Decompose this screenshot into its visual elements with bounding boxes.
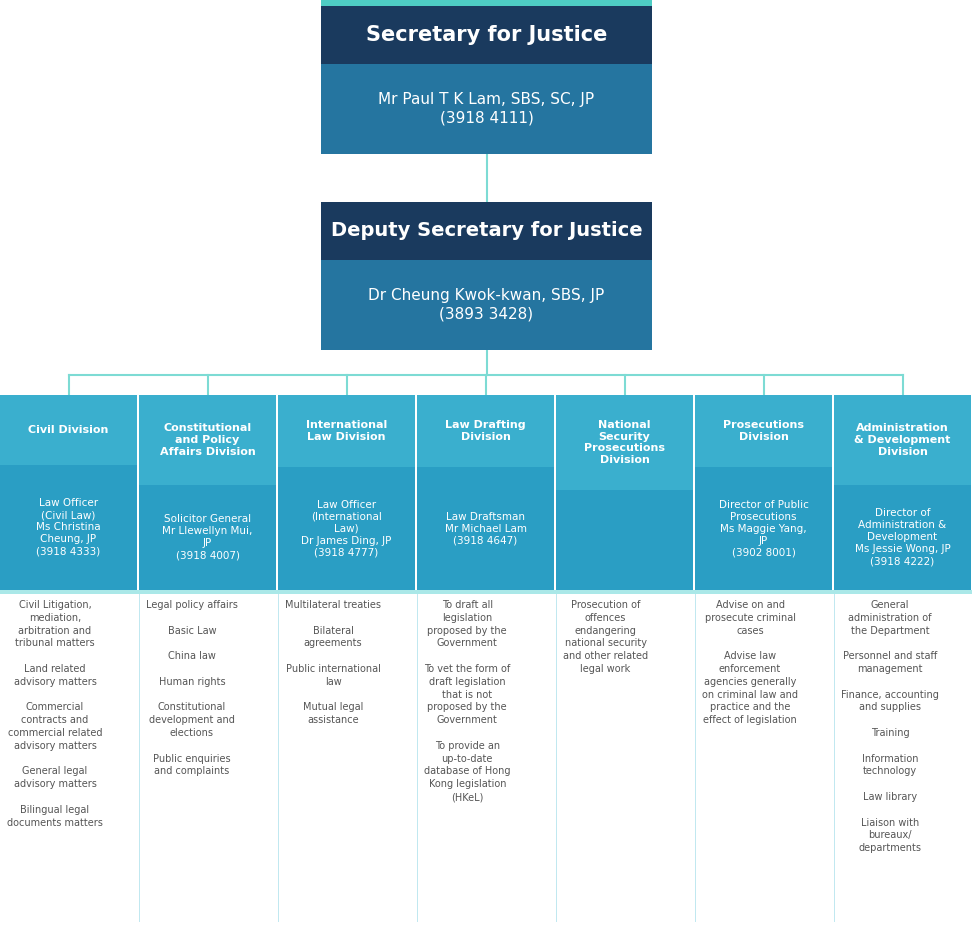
Bar [321, 260, 652, 350]
Bar [695, 395, 832, 467]
Bar [278, 467, 415, 590]
Bar [139, 395, 276, 485]
Text: Director of Public
Prosecutions
Ms Maggie Yang,
JP
(3902 8001): Director of Public Prosecutions Ms Maggi… [718, 499, 809, 557]
Text: Multilateral treaties

Bilateral
agreements

Public international
law

Mutual le: Multilateral treaties Bilateral agreemen… [285, 600, 381, 725]
Text: Administration
& Development
Division: Administration & Development Division [854, 423, 951, 457]
Text: Deputy Secretary for Justice: Deputy Secretary for Justice [330, 221, 642, 241]
Text: National
Security
Prosecutions
Division: National Security Prosecutions Division [584, 420, 665, 465]
Bar [556, 395, 693, 490]
Text: International
Law Division: International Law Division [306, 420, 387, 442]
Bar [556, 490, 693, 590]
Text: Solicitor General
Mr Llewellyn Mui,
JP
(3918 4007): Solicitor General Mr Llewellyn Mui, JP (… [162, 515, 253, 560]
Text: To draft all
legislation
proposed by the
Government

To vet the form of
draft le: To draft all legislation proposed by the… [424, 600, 510, 802]
Text: Legal policy affairs

Basic Law

China law

Human rights

Constitutional
develop: Legal policy affairs Basic Law China law… [146, 600, 238, 776]
Bar [321, 6, 652, 64]
Text: Prosecution of
offences
endangering
national security
and other related
legal wo: Prosecution of offences endangering nati… [563, 600, 648, 674]
Bar [834, 485, 971, 590]
Text: Law Drafting
Division: Law Drafting Division [445, 420, 526, 442]
Text: Director of
Administration &
Development
Ms Jessie Wong, JP
(3918 4222): Director of Administration & Development… [854, 508, 951, 567]
Bar [695, 467, 832, 590]
Text: Constitutional
and Policy
Affairs Division: Constitutional and Policy Affairs Divisi… [159, 423, 256, 457]
Bar [0, 465, 137, 590]
Text: Secretary for Justice: Secretary for Justice [365, 25, 608, 45]
Text: Law Officer
(International
Law)
Dr James Ding, JP
(3918 4777): Law Officer (International Law) Dr James… [301, 499, 392, 557]
Text: Law Draftsman
Mr Michael Lam
(3918 4647): Law Draftsman Mr Michael Lam (3918 4647) [444, 511, 527, 545]
Bar [321, 0, 652, 6]
Text: Advise on and
prosecute criminal
cases

Advise law
enforcement
agencies generall: Advise on and prosecute criminal cases A… [702, 600, 798, 725]
Text: Civil Litigation,
mediation,
arbitration and
tribunal matters

Land related
advi: Civil Litigation, mediation, arbitration… [7, 600, 103, 828]
Bar [834, 395, 971, 485]
Text: Prosecutions
Division: Prosecutions Division [723, 420, 804, 442]
Bar [321, 202, 652, 260]
Bar [417, 395, 554, 467]
Bar [321, 64, 652, 154]
Text: Civil Division: Civil Division [28, 425, 109, 435]
Bar [0, 395, 137, 465]
Bar [417, 467, 554, 590]
Text: Mr Paul T K Lam, SBS, SC, JP
(3918 4111): Mr Paul T K Lam, SBS, SC, JP (3918 4111) [378, 93, 595, 126]
Bar [278, 395, 415, 467]
Bar [0, 590, 972, 594]
Text: General
administration of
the Department

Personnel and staff
management

Financ: General administration of the Department… [841, 600, 939, 853]
Bar [139, 485, 276, 590]
Text: Law Officer
(Civil Law)
Ms Christina
Cheung, JP
(3918 4333): Law Officer (Civil Law) Ms Christina Che… [36, 498, 101, 557]
Text: Dr Cheung Kwok-kwan, SBS, JP
(3893 3428): Dr Cheung Kwok-kwan, SBS, JP (3893 3428) [368, 288, 605, 322]
